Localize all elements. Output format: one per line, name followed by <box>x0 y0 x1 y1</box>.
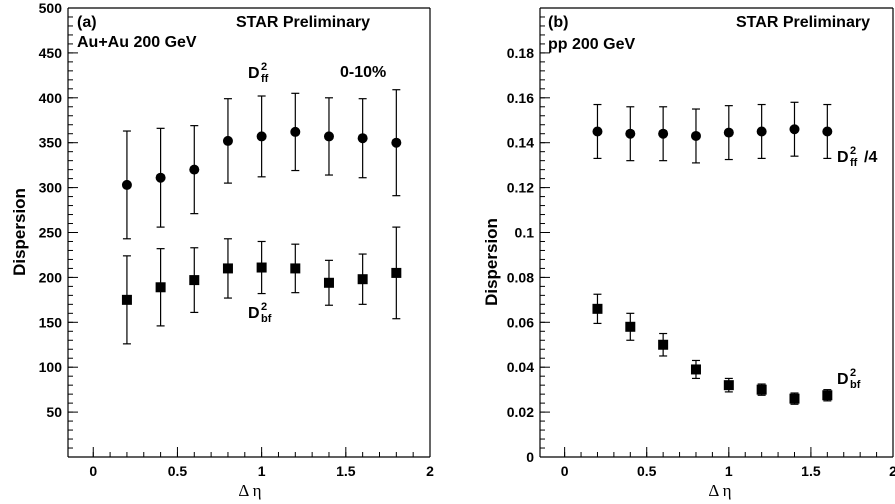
panel-b-point-ff <box>625 128 636 139</box>
panel-b-point-ff <box>690 130 701 141</box>
panel-a-header: STAR Preliminary <box>236 14 370 31</box>
panel-b-y-tick-label: 0 <box>526 449 534 465</box>
panel-b-point-ff <box>756 126 767 137</box>
panel-a-point-ff <box>290 126 301 137</box>
panel-b-point-bf <box>592 303 603 314</box>
panel-a-series-label-bf-sup: 2 <box>261 301 267 313</box>
panel-b-series-label-bf-sup: 2 <box>850 367 856 379</box>
panel-a-y-tick-label: 150 <box>39 314 63 330</box>
panel-b-system: pp 200 GeV <box>548 36 635 53</box>
panel-b-y-tick-label: 0.08 <box>507 269 534 285</box>
panel-a-y-tick-label: 350 <box>39 135 63 151</box>
panel-a-point-ff <box>222 135 233 146</box>
panel-b-point-ff <box>789 124 800 135</box>
panel-a-series-label-bf-sub: bf <box>261 313 272 325</box>
panel-a-point-bf <box>121 294 132 305</box>
panel-b-series-label-ff-sup: 2 <box>850 145 856 157</box>
panel-b-series-label-bf-sub: bf <box>850 379 861 391</box>
panel-b-point-bf <box>625 321 636 332</box>
panel-a-centrality: 0-10% <box>340 64 386 81</box>
panel-b-y-tick-label: 0.06 <box>507 314 534 330</box>
panel-a-y-tick-label: 50 <box>46 404 62 420</box>
panel-a: (a) STAR Preliminary Au+Au 200 GeV 0-10%… <box>10 0 434 500</box>
panel-a-series-label-ff-sup: 2 <box>261 61 267 73</box>
panel-b-point-bf <box>723 380 734 391</box>
panel-a-ylabel: Dispersion <box>10 188 29 276</box>
panel-a-point-ff <box>256 131 267 142</box>
panel-b-point-ff <box>822 126 833 137</box>
panel-a-x-tick-label: 2 <box>426 463 434 479</box>
panel-b-point-ff <box>658 128 669 139</box>
panel-b-y-tick-label: 0.12 <box>507 180 534 196</box>
panel-b-point-ff <box>592 126 603 137</box>
panel-a-point-ff <box>391 137 402 148</box>
panel-a-point-ff <box>121 179 132 190</box>
panel-b-point-bf <box>690 364 701 375</box>
panel-a-y-tick-label: 300 <box>39 180 63 196</box>
panel-b-y-tick-label: 0.14 <box>507 135 534 151</box>
panel-a-system: Au+Au 200 GeV <box>77 34 197 51</box>
panel-a-point-bf <box>323 277 334 288</box>
panel-a-series-label-bf: D <box>248 305 260 322</box>
panel-a-x-tick-label: 0.5 <box>168 463 188 479</box>
panel-b-x-tick-label: 0.5 <box>637 463 657 479</box>
panel-b-point-ff <box>723 127 734 138</box>
panel-b-ylabel: Dispersion <box>482 218 501 306</box>
panel-b-series-label-ff-sub: ff <box>850 157 858 169</box>
panel-b-x-tick-label: 2 <box>889 463 895 479</box>
panel-a-y-tick-label: 250 <box>39 225 63 241</box>
panel-b-y-tick-label: 0.04 <box>507 359 534 375</box>
panel-b-point-bf <box>658 339 669 350</box>
panel-a-point-bf <box>155 282 166 293</box>
panel-a-point-bf <box>222 263 233 274</box>
panel-a-series-label-ff: D <box>248 65 260 82</box>
panel-b-point-bf <box>789 393 800 404</box>
panel-b-point-bf <box>756 384 767 395</box>
panel-a-point-bf <box>290 263 301 274</box>
panel-a-y-tick-label: 100 <box>39 359 63 375</box>
panel-a-label: (a) <box>77 14 97 31</box>
panel-b-y-tick-label: 0.16 <box>507 90 534 106</box>
panel-a-x-tick-label: 0 <box>89 463 97 479</box>
panel-b-xlabel: Δ η <box>708 481 731 500</box>
panel-a-point-ff <box>357 133 368 144</box>
panel-b: (b) STAR Preliminary pp 200 GeV Dispersi… <box>482 7 895 500</box>
panel-b-series-label-ff-suffix: /4 <box>864 149 877 166</box>
panel-b-series-label-bf: D <box>837 371 849 388</box>
panel-a-point-bf <box>357 274 368 285</box>
panel-a-series-label-ff-sub: ff <box>261 73 269 85</box>
panel-a-y-tick-label: 450 <box>39 45 63 61</box>
panel-a-y-tick-label: 500 <box>39 0 63 16</box>
panel-a-y-tick-label: 400 <box>39 90 63 106</box>
panel-b-series-label-ff: D <box>837 149 849 166</box>
panel-b-x-tick-label: 1.5 <box>801 463 821 479</box>
panel-b-y-tick-label: 0.02 <box>507 404 534 420</box>
panel-a-point-bf <box>256 262 267 273</box>
panel-a-y-tick-label: 200 <box>39 269 63 285</box>
panel-b-point-bf <box>822 390 833 401</box>
panel-a-point-ff <box>323 131 334 142</box>
panel-a-x-tick-label: 1 <box>258 463 266 479</box>
panel-a-point-bf <box>189 275 200 286</box>
panel-a-x-tick-label: 1.5 <box>336 463 356 479</box>
panel-a-point-bf <box>391 267 402 278</box>
panel-b-y-tick-label: 0.18 <box>507 45 534 61</box>
panel-b-header: STAR Preliminary <box>736 14 870 31</box>
panel-a-point-ff <box>155 172 166 183</box>
panel-a-point-ff <box>189 164 200 175</box>
panel-a-xlabel: Δ η <box>238 481 261 500</box>
panel-b-label: (b) <box>548 14 568 31</box>
panel-b-y-tick-label: 0.1 <box>515 225 535 241</box>
panel-b-x-tick-label: 0 <box>561 463 569 479</box>
panel-b-x-tick-label: 1 <box>725 463 733 479</box>
